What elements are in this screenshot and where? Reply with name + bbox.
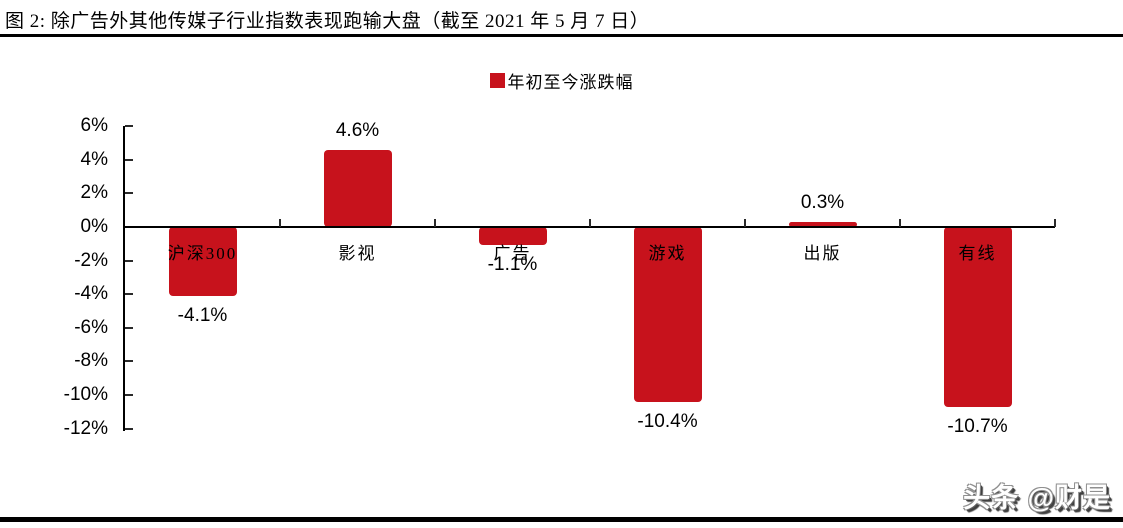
legend: 年初至今涨跌幅 bbox=[0, 68, 1123, 93]
category-label-游戏: 游戏 bbox=[648, 244, 687, 263]
y-axis-tick bbox=[125, 125, 133, 128]
y-axis-label: -12% bbox=[63, 417, 108, 439]
category-label-影视: 影视 bbox=[338, 244, 377, 263]
watermark: 头条 @财是 bbox=[963, 483, 1111, 513]
x-axis-tick bbox=[899, 219, 901, 227]
category-label-出版: 出版 bbox=[803, 244, 842, 263]
y-axis-tick bbox=[125, 427, 133, 430]
bottom-divider bbox=[0, 517, 1123, 522]
y-axis-tick bbox=[125, 360, 133, 363]
y-axis-label: 6% bbox=[80, 115, 108, 137]
y-axis-tick bbox=[125, 394, 133, 396]
y-axis-label: 2% bbox=[80, 182, 108, 204]
bar-value-label: -1.1% bbox=[487, 254, 538, 276]
y-axis-label: -10% bbox=[63, 384, 108, 405]
title-divider bbox=[0, 34, 1123, 37]
x-axis-tick bbox=[589, 219, 591, 227]
category-label-广告: 广告 bbox=[493, 244, 532, 263]
bar-沪深300 bbox=[168, 227, 237, 296]
bar-value-label: 0.3% bbox=[800, 191, 845, 213]
bar-游戏 bbox=[633, 227, 702, 402]
category-label-有线: 有线 bbox=[958, 244, 997, 263]
y-axis-label: 4% bbox=[80, 148, 108, 170]
y-axis-label: -6% bbox=[74, 316, 108, 338]
x-axis-tick bbox=[1054, 219, 1056, 227]
bar-value-label: -10.7% bbox=[947, 415, 1008, 437]
y-axis-tick bbox=[125, 192, 133, 195]
legend-label: 年初至今涨跌幅 bbox=[507, 73, 634, 92]
y-axis-label: 0% bbox=[80, 216, 108, 237]
y-axis-label: -8% bbox=[74, 350, 108, 372]
y-axis-label: -4% bbox=[74, 283, 108, 305]
bar-value-label: -10.4% bbox=[637, 410, 698, 432]
y-axis-line bbox=[123, 126, 125, 431]
bar-有线 bbox=[943, 227, 1012, 407]
y-axis-tick bbox=[125, 259, 133, 262]
category-label-沪深300: 沪深300 bbox=[167, 244, 238, 263]
x-axis-tick bbox=[434, 219, 436, 227]
x-axis-tick bbox=[279, 219, 281, 227]
y-axis-tick bbox=[125, 326, 133, 329]
bar-value-label: -4.1% bbox=[177, 304, 228, 326]
bar-value-label: 4.6% bbox=[335, 119, 380, 141]
bar-广告 bbox=[478, 227, 547, 246]
y-axis-tick bbox=[125, 293, 133, 296]
figure-title: 图 2: 除广告外其他传媒子行业指数表现跑输大盘（截至 2021 年 5 月 7… bbox=[5, 11, 650, 32]
legend-swatch-icon bbox=[489, 73, 505, 88]
y-axis-label: -2% bbox=[74, 249, 108, 271]
x-axis-tick bbox=[744, 219, 746, 227]
x-axis-line bbox=[123, 226, 1055, 229]
bar-影视 bbox=[323, 149, 392, 227]
bar-出版 bbox=[788, 221, 857, 227]
y-axis-tick bbox=[125, 158, 133, 161]
